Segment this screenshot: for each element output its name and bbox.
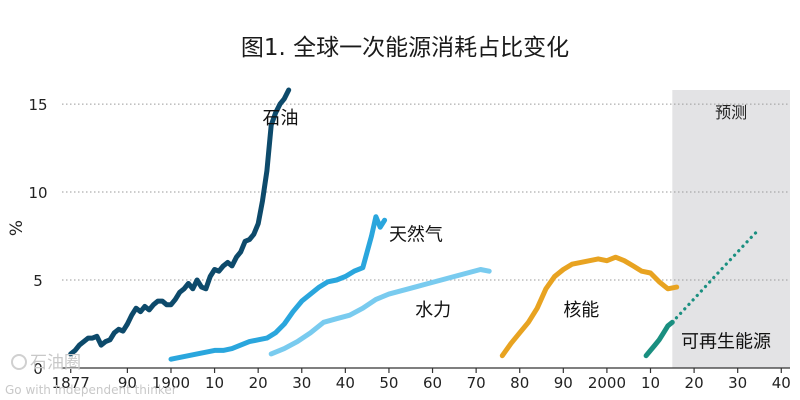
series-label-2: 水力 (415, 300, 451, 321)
series-line-4 (643, 319, 675, 359)
x-tick-label-1900: 1900 (152, 374, 190, 392)
series-label-3: 核能 (563, 300, 599, 321)
chart-title: 图1. 全球一次能源消耗占比变化 (241, 35, 569, 61)
watermark-subtext: Go with Independent thinker (5, 383, 177, 397)
y-tick-label-15: 15 (28, 96, 47, 114)
x-tick-label-1877: 1877 (52, 374, 90, 392)
forecast-region: 预测 (672, 90, 790, 368)
series-line-0 (68, 87, 292, 357)
x-tick-label-2020: 20 (685, 374, 704, 392)
x-tick-label-1950: 50 (379, 374, 398, 392)
x-tick-label-1910: 10 (205, 374, 224, 392)
series-line-3 (499, 254, 680, 359)
series-label-0: 石油 (263, 108, 299, 129)
x-tick-label-1920: 20 (249, 374, 268, 392)
forecast-label: 预测 (715, 103, 747, 122)
series-label-1: 天然气 (389, 224, 443, 245)
watermark-text: 石油圈 (30, 353, 81, 373)
x-tick-label-1960: 60 (423, 374, 442, 392)
series-line-2 (268, 267, 492, 357)
y-axis-label: % (7, 220, 27, 236)
series-lines (68, 87, 762, 362)
x-tick-label-1970: 70 (467, 374, 486, 392)
forecast-shade (672, 90, 790, 368)
series-line-5 (670, 227, 762, 324)
y-tick-label-10: 10 (28, 184, 47, 202)
gridlines (62, 103, 790, 281)
x-tick-label-1890: 90 (118, 374, 137, 392)
series-label-4: 可再生能源 (681, 332, 771, 353)
watermark: 石油圈 Go with Independent thinker (5, 353, 177, 397)
x-tick-label-1940: 40 (336, 374, 355, 392)
watermark-logo-icon (11, 354, 27, 370)
y-tick-label-5: 5 (33, 272, 43, 290)
series-line-1 (168, 214, 388, 362)
x-tick-label-2030: 30 (728, 374, 747, 392)
y-tick-label-0: 0 (33, 360, 43, 378)
x-tick-label-2040: 40 (772, 374, 791, 392)
x-tick-label-2010: 10 (641, 374, 660, 392)
x-tick-label-1990: 90 (554, 374, 573, 392)
x-tick-label-1980: 80 (510, 374, 529, 392)
x-tick-label-1930: 30 (292, 374, 311, 392)
x-tick-label-2000: 2000 (588, 374, 626, 392)
axes: 0 5 10 15 1877 90 1900 10 20 30 40 50 60 70 80 90 2000 10… (28, 96, 790, 392)
